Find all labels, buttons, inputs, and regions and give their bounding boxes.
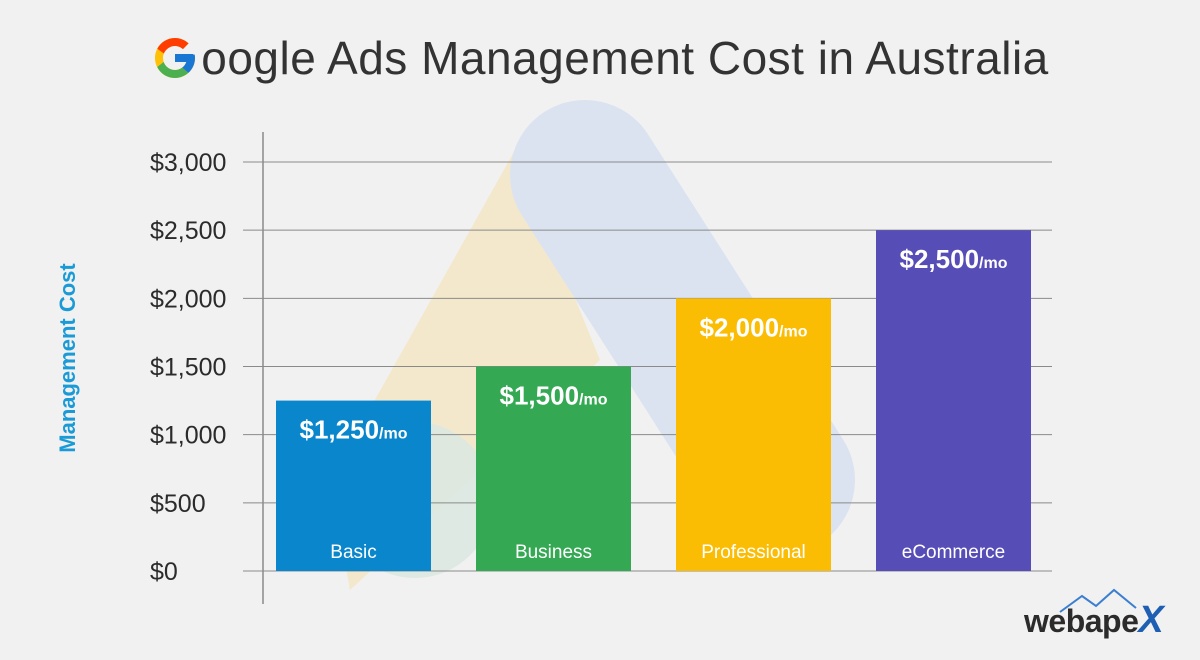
webapex-logo: webapeX	[1012, 586, 1172, 646]
bar-category-label: Business	[515, 542, 592, 563]
y-tick-label: $2,500	[150, 217, 226, 245]
bar-category-label: Basic	[330, 542, 376, 563]
bar	[876, 230, 1031, 571]
y-tick-label: $1,000	[150, 422, 226, 450]
bar-value: $2,000	[700, 312, 780, 342]
mountain-peaks-icon	[1059, 588, 1137, 613]
brand-name-x: X	[1138, 599, 1164, 641]
bar-value: $2,500	[900, 244, 980, 274]
y-tick-label: $3,000	[150, 149, 226, 177]
bar-value-label: $2,000/mo	[700, 312, 808, 342]
bar-value: $1,250	[300, 415, 380, 445]
bars-layer: $1,250/mo Basic $1,500/mo Business $2,000/mo…	[276, 230, 1031, 571]
bar-value: $1,500	[500, 381, 580, 411]
chart-title-text: oogle Ads Management Cost in Australia	[201, 32, 1049, 84]
webapex-wordmark: webapeX	[1024, 599, 1164, 642]
brand-name-main: webape	[1024, 603, 1139, 639]
bar-value-suffix: /mo	[779, 323, 808, 340]
google-g-icon	[155, 38, 196, 78]
y-tick-label: $0	[150, 558, 178, 586]
bar-value-label: $1,500/mo	[500, 381, 608, 411]
axis-layer: $0 $500 $1,000 $1,500 $2,000 $2,500 $3,000	[150, 132, 264, 604]
bar-value-suffix: /mo	[379, 426, 408, 443]
bar-category-label: eCommerce	[902, 542, 1005, 563]
bar-value-label: $1,250/mo	[300, 415, 408, 445]
y-axis-label: Management Cost	[55, 263, 80, 453]
y-tick-label: $1,500	[150, 354, 226, 382]
bar-value-label: $2,500/mo	[900, 244, 1008, 274]
bar-category-label: Professional	[701, 542, 806, 563]
bar	[476, 366, 631, 571]
chart-title: oogle Ads Management Cost in Australia	[0, 18, 1200, 98]
bar	[276, 400, 431, 571]
bar-value-suffix: /mo	[979, 255, 1008, 272]
bar-value-suffix: /mo	[579, 392, 608, 409]
y-tick-label: $500	[150, 490, 206, 518]
y-tick-label: $2,000	[150, 285, 226, 313]
bar	[676, 298, 831, 571]
